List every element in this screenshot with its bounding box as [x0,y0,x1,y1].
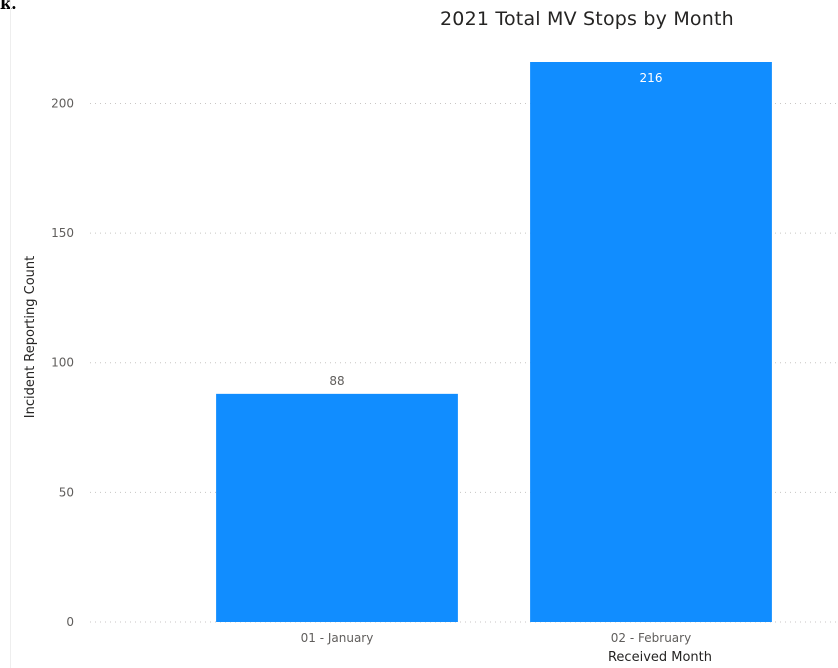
left-border-line [10,0,11,668]
y-tick-label: 0 [66,615,74,629]
bars [216,62,772,622]
x-tick-label: 02 - February [611,631,691,645]
data-labels: 88 216 [329,71,662,388]
y-axis-ticks: 0 50 100 150 200 [51,96,74,629]
bar [216,393,458,622]
data-label: 88 [329,374,344,388]
bar [530,62,772,622]
data-label: 216 [640,71,663,85]
y-tick-label: 150 [51,226,74,240]
x-axis-title: Received Month [608,650,712,665]
y-tick-label: 200 [51,96,74,110]
y-tick-label: 50 [59,485,74,499]
x-axis-ticks: 01 - January 02 - February [301,631,692,645]
corner-text: k. [0,0,17,13]
chart-title: 2021 Total MV Stops by Month [440,8,734,30]
y-axis-title: Incident Reporting Count [23,256,38,419]
y-tick-label: 100 [51,356,74,370]
x-tick-label: 01 - January [301,631,374,645]
